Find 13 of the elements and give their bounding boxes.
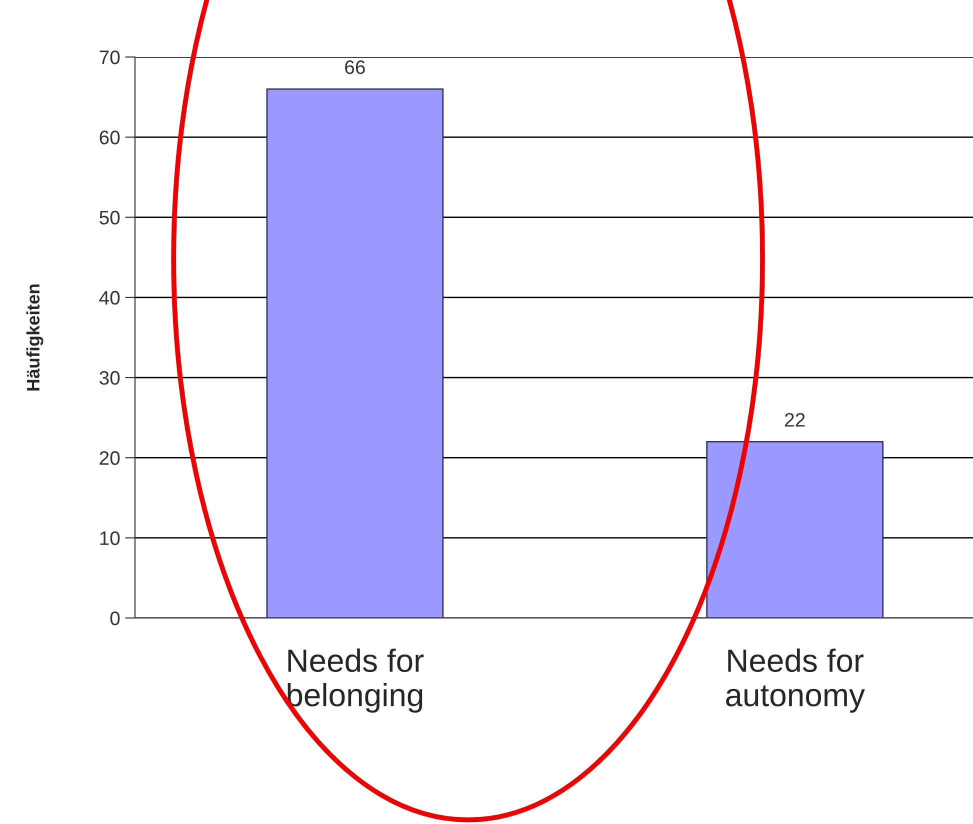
y-tick-label: 60: [100, 130, 120, 144]
y-axis-title: Häufigkeiten: [26, 284, 44, 390]
y-tick-label: 0: [110, 611, 120, 626]
data-label: 66: [345, 60, 365, 74]
data-label: 22: [785, 412, 805, 427]
y-tick-label: 70: [100, 50, 120, 64]
x-tick-label: Needs for autonomy: [726, 648, 865, 713]
y-tick-label: 40: [99, 290, 120, 305]
x-tick-label: Needs for belonging: [288, 648, 424, 713]
y-tick-label: 20: [100, 451, 120, 465]
y-tick-label: 10: [100, 531, 120, 546]
y-tick-label: 30: [100, 371, 120, 385]
y-tick-label: 50: [100, 210, 120, 225]
